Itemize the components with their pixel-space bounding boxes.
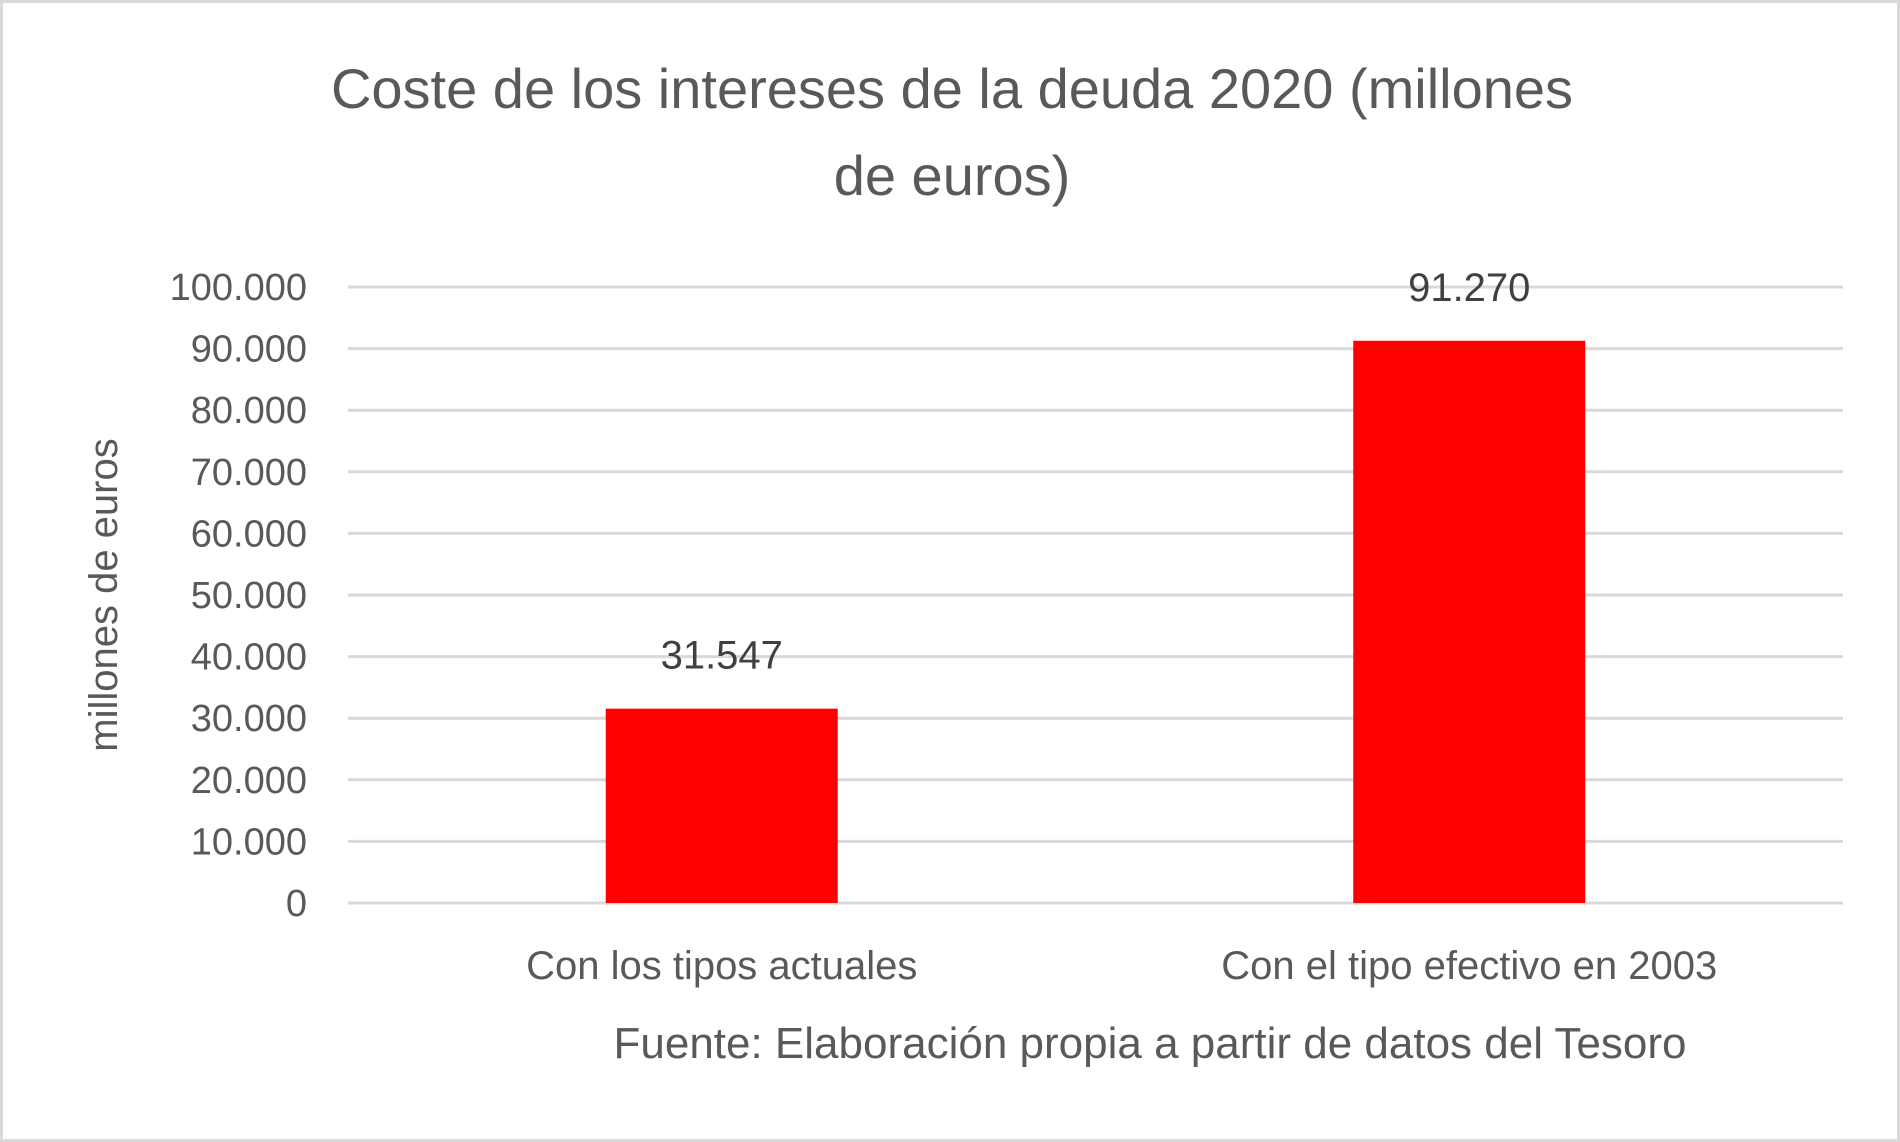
bar-1 — [1353, 340, 1586, 903]
y-tick-label-8: 80.000 — [191, 390, 307, 432]
bars — [605, 340, 1586, 903]
chart-title-line-1: Coste de los intereses de la deuda 2020 … — [331, 57, 1573, 120]
y-axis-tick-labels: 0 10.000 20.000 30.000 40.000 50.000 60.000 70.… — [170, 267, 307, 925]
data-label-1: 91.270 — [1408, 266, 1530, 310]
y-tick-label-9: 90.000 — [191, 329, 307, 371]
data-label-0: 31.547 — [661, 634, 783, 678]
y-tick-label-7: 70.000 — [191, 452, 307, 494]
bar-0 — [605, 708, 838, 903]
y-tick-label-6: 60.000 — [191, 513, 307, 555]
y-tick-label-10: 100.000 — [170, 267, 307, 309]
y-tick-label-3: 30.000 — [191, 698, 307, 740]
y-tick-label-4: 40.000 — [191, 637, 307, 679]
category-label-0: Con los tipos actuales — [526, 944, 917, 988]
x-axis-category-labels: Con los tipos actuales Con el tipo efecti… — [526, 944, 1717, 988]
y-axis-title: millones de euros — [82, 438, 126, 752]
y-tick-label-5: 50.000 — [191, 575, 307, 617]
chart-title: Coste de los intereses de la deuda 2020 … — [331, 57, 1573, 207]
data-labels: 31.547 91.270 — [661, 266, 1531, 678]
chart-title-line-2: de euros) — [834, 144, 1071, 207]
category-label-1: Con el tipo efectivo en 2003 — [1221, 944, 1717, 988]
y-tick-label-0: 0 — [286, 883, 307, 925]
y-tick-label-2: 20.000 — [191, 760, 307, 802]
source-note: Fuente: Elaboración propia a partir de d… — [614, 1019, 1687, 1068]
gridlines — [348, 285, 1843, 905]
y-tick-label-1: 10.000 — [191, 821, 307, 863]
